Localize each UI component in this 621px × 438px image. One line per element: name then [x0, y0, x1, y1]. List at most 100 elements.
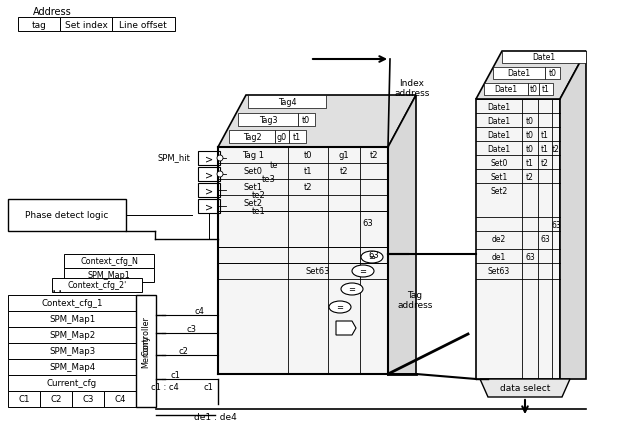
- Bar: [40, 391, 72, 407]
- Bar: [502, 52, 586, 64]
- Text: Date1: Date1: [487, 102, 510, 111]
- Text: c4: c4: [194, 307, 204, 316]
- Circle shape: [217, 155, 223, 162]
- Text: t0: t0: [530, 85, 538, 94]
- Text: g1: g1: [338, 151, 350, 160]
- Polygon shape: [476, 100, 560, 379]
- Polygon shape: [560, 52, 586, 379]
- Text: t2: t2: [340, 167, 348, 176]
- Ellipse shape: [329, 301, 351, 313]
- Text: t0: t0: [526, 116, 534, 125]
- Text: t2: t2: [552, 144, 560, 153]
- Text: t1: t1: [526, 158, 534, 167]
- Text: SPM_Map4: SPM_Map4: [49, 363, 95, 372]
- Bar: [8, 295, 136, 311]
- Bar: [8, 343, 136, 359]
- Text: t1: t1: [304, 167, 312, 176]
- Bar: [8, 375, 136, 391]
- Text: de1 : de4: de1 : de4: [194, 413, 237, 421]
- Text: >: >: [205, 201, 213, 212]
- Text: tag: tag: [32, 21, 47, 29]
- Bar: [52, 279, 142, 292]
- Text: Set index: Set index: [65, 21, 107, 29]
- Text: 63: 63: [540, 234, 550, 243]
- Text: Date1: Date1: [487, 144, 510, 153]
- Polygon shape: [480, 379, 570, 397]
- Text: t1: t1: [541, 130, 549, 139]
- Text: Line offset: Line offset: [119, 21, 167, 29]
- Bar: [484, 84, 528, 96]
- Polygon shape: [388, 96, 416, 374]
- Text: Address: Address: [33, 7, 72, 17]
- Text: t1: t1: [293, 133, 301, 141]
- Bar: [104, 391, 136, 407]
- Bar: [298, 114, 315, 127]
- Bar: [238, 114, 298, 127]
- Text: t1: t1: [541, 144, 549, 153]
- Text: SPM_Map3: SPM_Map3: [49, 347, 95, 356]
- Text: t1: t1: [542, 85, 550, 94]
- Ellipse shape: [361, 251, 383, 263]
- Text: Phase detect logic: Phase detect logic: [25, 211, 109, 220]
- Bar: [64, 268, 154, 283]
- Bar: [493, 68, 545, 80]
- Text: t2: t2: [541, 158, 549, 167]
- Text: c3: c3: [186, 325, 196, 334]
- Text: de1: de1: [492, 252, 506, 261]
- Text: C4: C4: [114, 395, 125, 403]
- Text: address: address: [397, 300, 433, 309]
- Bar: [198, 168, 220, 182]
- Text: te1: te1: [252, 207, 266, 216]
- Bar: [8, 359, 136, 375]
- Text: Tag4: Tag4: [278, 98, 296, 107]
- Polygon shape: [336, 321, 356, 335]
- Text: 63: 63: [363, 219, 373, 228]
- Bar: [8, 327, 136, 343]
- Bar: [229, 131, 275, 144]
- Bar: [60, 18, 112, 32]
- Text: te: te: [270, 160, 278, 169]
- Text: Date1: Date1: [487, 130, 510, 139]
- Text: Set2: Set2: [491, 186, 507, 195]
- Text: t0: t0: [526, 130, 534, 139]
- Text: g0: g0: [277, 133, 287, 141]
- Text: Set0: Set0: [491, 158, 508, 167]
- Polygon shape: [218, 96, 416, 148]
- Text: SPM_Map1: SPM_Map1: [49, 315, 95, 324]
- Text: Context_cfg_N: Context_cfg_N: [80, 257, 138, 266]
- Text: 63: 63: [551, 220, 561, 229]
- Text: >: >: [205, 170, 213, 180]
- Text: SPM_hit: SPM_hit: [157, 153, 190, 162]
- Text: t0: t0: [548, 69, 556, 78]
- Bar: [112, 18, 175, 32]
- Text: t2: t2: [526, 172, 534, 181]
- Bar: [528, 84, 540, 96]
- Text: t0: t0: [526, 144, 534, 153]
- Text: 63: 63: [525, 252, 535, 261]
- Text: c2: c2: [178, 347, 188, 356]
- Text: te3: te3: [262, 175, 276, 184]
- Text: Date1: Date1: [494, 85, 517, 94]
- Bar: [8, 200, 126, 231]
- Bar: [275, 131, 289, 144]
- Text: =: =: [368, 253, 376, 262]
- Text: Set0: Set0: [243, 167, 263, 176]
- Bar: [136, 295, 156, 407]
- Text: Date1: Date1: [532, 53, 556, 62]
- Text: ·: ·: [58, 284, 62, 298]
- Bar: [198, 200, 220, 213]
- Text: >: >: [205, 186, 213, 195]
- Text: c1: c1: [203, 383, 213, 392]
- Text: Controller: Controller: [142, 315, 150, 355]
- Bar: [8, 391, 40, 407]
- Text: Tag3: Tag3: [259, 116, 277, 125]
- Text: t2: t2: [369, 151, 378, 160]
- Text: t0: t0: [302, 116, 310, 125]
- Text: te2: te2: [252, 191, 266, 200]
- Text: C2: C2: [50, 395, 61, 403]
- Bar: [72, 391, 104, 407]
- Text: Date1: Date1: [507, 69, 530, 78]
- Bar: [248, 96, 326, 109]
- Bar: [8, 311, 136, 327]
- Text: c1: c1: [170, 371, 180, 380]
